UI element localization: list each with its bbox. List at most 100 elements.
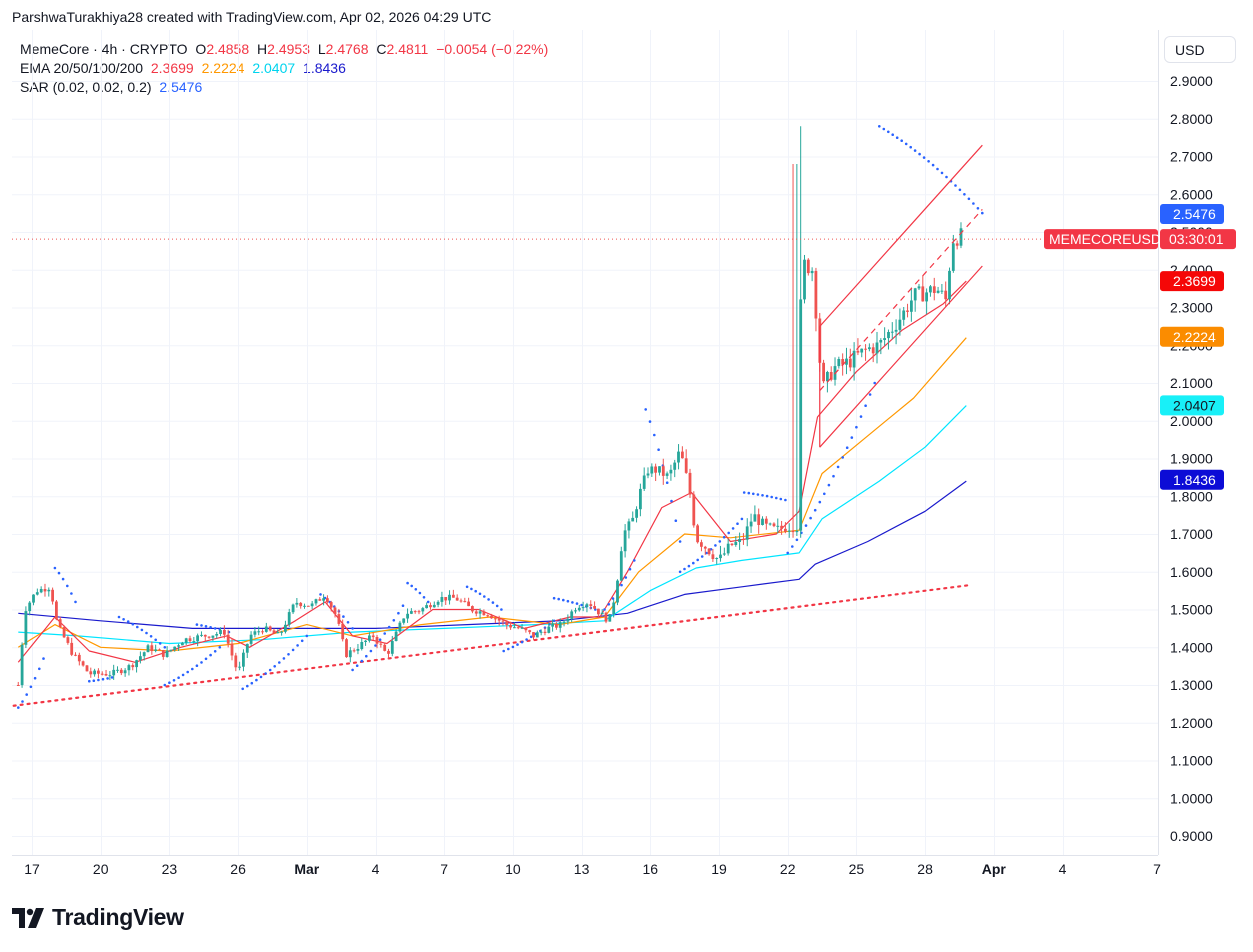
legend-ema-label[interactable]: EMA 20/50/100/200 xyxy=(20,60,143,76)
sar-dot xyxy=(360,659,364,663)
sar-dot xyxy=(70,592,73,595)
price-tick-label: 1.0000 xyxy=(1170,790,1213,806)
currency-selector[interactable]: USD xyxy=(1164,36,1236,63)
sar-dot xyxy=(410,584,414,588)
sar-dot xyxy=(850,436,854,439)
candle-body xyxy=(467,601,470,607)
sar-dot xyxy=(525,638,528,641)
sar-dot xyxy=(491,601,495,604)
sar-dot xyxy=(296,644,299,647)
sar-dot xyxy=(878,125,881,128)
ema100-line xyxy=(18,405,967,645)
candle-body xyxy=(635,509,638,518)
sar-dot xyxy=(140,628,144,632)
sar-dot xyxy=(520,640,524,644)
sar-dot xyxy=(674,519,678,522)
currency-label: USD xyxy=(1175,41,1205,58)
candle-body xyxy=(509,625,512,628)
countdown-tag-text: 03:30:01 xyxy=(1169,231,1224,247)
candle-body xyxy=(97,670,100,674)
candle-body xyxy=(245,643,249,653)
sar-dot xyxy=(136,625,139,629)
candle-body xyxy=(345,639,348,658)
sar-dot xyxy=(882,127,886,131)
candle-body xyxy=(577,607,581,611)
tradingview-logo[interactable]: TradingView xyxy=(12,904,184,931)
sar-dot xyxy=(117,615,121,619)
candle-body xyxy=(452,594,455,598)
legend-sar-row[interactable]: SAR (0.02, 0.02, 0.2) 2.5476 xyxy=(20,78,552,97)
sar-dot xyxy=(259,675,263,679)
candle-body xyxy=(207,636,211,638)
candle-body xyxy=(803,259,806,300)
candle-body xyxy=(677,451,680,463)
legend-close-label: C xyxy=(376,41,387,57)
sar-dot xyxy=(500,608,503,611)
sar-dot xyxy=(895,136,899,139)
sar-dot xyxy=(855,425,858,429)
sar-dot xyxy=(149,635,153,638)
candle-body xyxy=(932,286,936,293)
sar-dot xyxy=(110,676,114,679)
candle-body xyxy=(894,329,898,332)
legend-ema-row[interactable]: EMA 20/50/100/200 2.3699 2.2224 2.0407 1… xyxy=(20,59,552,78)
sar-dot xyxy=(478,592,482,596)
candle-body xyxy=(722,553,726,555)
candle-body xyxy=(364,640,367,642)
candle-body xyxy=(871,347,875,354)
sar-dot xyxy=(887,130,890,134)
candle-body xyxy=(39,589,43,593)
candle-body xyxy=(547,626,551,633)
sar-dot xyxy=(873,381,876,385)
time-tick-label: 25 xyxy=(849,861,865,877)
sar-dot xyxy=(958,188,962,192)
time-tick-label: 19 xyxy=(711,861,727,877)
sar-dot xyxy=(250,681,254,685)
sar-dot xyxy=(823,492,826,496)
legend-ema50: 2.2224 xyxy=(201,60,245,76)
price-tick-label: 2.8000 xyxy=(1170,111,1213,127)
legend-symbol[interactable]: MemeCore · 4h · CRYPTO xyxy=(20,41,188,57)
candle-body xyxy=(826,372,829,382)
candle-body xyxy=(356,649,360,651)
sar-dot xyxy=(181,673,185,677)
sar-dot xyxy=(145,631,148,635)
candle-body xyxy=(902,310,906,320)
sar-dot xyxy=(653,433,656,437)
chart-caption: ParshwaTurakhiya28 created with TradingV… xyxy=(12,9,492,25)
sar-dot xyxy=(342,615,345,618)
candle-body xyxy=(249,634,253,644)
sar-dot xyxy=(392,619,396,622)
symbol-price-tag: MEMECOREUSD 03:30:01 xyxy=(1044,229,1236,250)
sar-dot xyxy=(624,576,628,579)
sar-dot xyxy=(470,587,473,591)
candle-body xyxy=(623,530,627,552)
candle-body xyxy=(219,630,222,634)
sar-dot xyxy=(278,661,281,664)
candle-body xyxy=(764,518,768,524)
candle-body xyxy=(681,451,684,459)
candle-body xyxy=(448,594,451,601)
candle-body xyxy=(295,602,299,605)
sar-dot xyxy=(665,481,669,485)
symbol-tag-text: MEMECOREUSD xyxy=(1049,231,1161,247)
sar-dot xyxy=(678,570,682,574)
candle-body xyxy=(24,611,28,645)
candle-body xyxy=(131,665,135,668)
time-tick-label: 28 xyxy=(917,861,933,877)
sar-dot xyxy=(740,517,744,521)
sar-dot xyxy=(300,639,304,643)
legend-change: −0.0054 (−0.22%) xyxy=(436,41,549,57)
sar-dot xyxy=(264,672,267,675)
legend-sar-label[interactable]: SAR (0.02, 0.02, 0.2) xyxy=(20,79,152,95)
sar-dot xyxy=(106,677,109,680)
candle-body xyxy=(127,665,131,671)
sar-dot xyxy=(191,667,194,671)
candle-body xyxy=(429,605,432,608)
channel-line xyxy=(819,144,983,327)
sar-dot xyxy=(346,621,350,624)
legend-close-value: 2.4811 xyxy=(386,41,429,57)
price-tick-label: 0.9000 xyxy=(1170,828,1213,844)
candle-body xyxy=(112,669,116,676)
